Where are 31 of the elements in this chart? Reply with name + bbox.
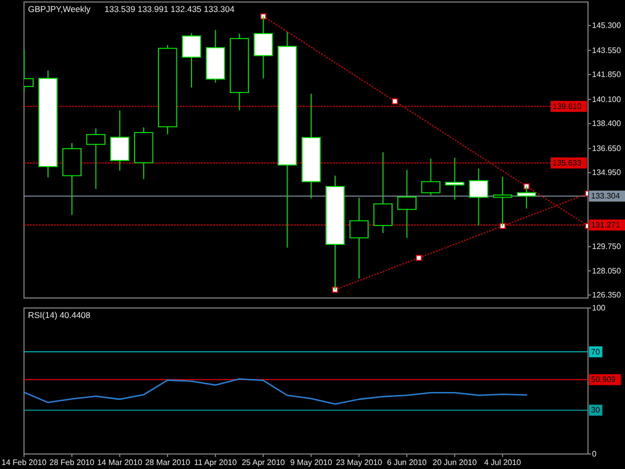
y-tick-label: 140.100 — [592, 94, 622, 104]
x-tick-label: 20 Jun 2010 — [432, 458, 478, 467]
y-tick-label: 134.950 — [592, 168, 622, 178]
chart-title: RSI(14) 40.4408 — [28, 310, 91, 320]
y-tick-label: 145.300 — [592, 20, 622, 30]
ref-line-label: 133.304 — [591, 192, 620, 201]
x-tick-label: 9 May 2010 — [290, 458, 333, 467]
x-tick-label: 14 Feb 2010 — [2, 458, 48, 467]
ref-line-label: 135.633 — [552, 158, 582, 168]
x-tick-label: 25 Apr 2010 — [242, 458, 286, 467]
x-tick-label: 28 Feb 2010 — [49, 458, 95, 467]
x-tick-label: 11 Apr 2010 — [194, 458, 238, 467]
chart-title: GBPJPY,Weekly — [28, 4, 92, 14]
y-tick-label: 0 — [592, 450, 597, 458]
ref-line-label: 131.271 — [591, 220, 620, 230]
ref-line-label: 50.909 — [591, 375, 616, 384]
y-tick-label: 143.550 — [592, 46, 622, 55]
chart-subtitle: 133.539 133.991 132.435 133.304 — [104, 4, 235, 14]
y-tick-label: 129.750 — [592, 242, 622, 252]
y-tick-label: 126.350 — [592, 290, 622, 300]
ref-line-label: 139.610 — [552, 102, 582, 111]
x-tick-label: 4 Jul 2010 — [484, 458, 522, 467]
x-tick-label: 6 Jun 2010 — [387, 458, 428, 467]
y-tick-label: 141.850 — [592, 70, 622, 80]
y-tick-label: 136.650 — [592, 144, 622, 154]
x-tick-label: 23 May 2010 — [336, 458, 383, 467]
y-tick-label: 128.050 — [592, 266, 622, 276]
x-tick-label: 28 Mar 2010 — [145, 458, 191, 467]
y-tick-label: 100 — [592, 304, 606, 312]
x-tick-label: 14 Mar 2010 — [97, 458, 143, 467]
y-tick-label: 138.400 — [592, 119, 622, 128]
